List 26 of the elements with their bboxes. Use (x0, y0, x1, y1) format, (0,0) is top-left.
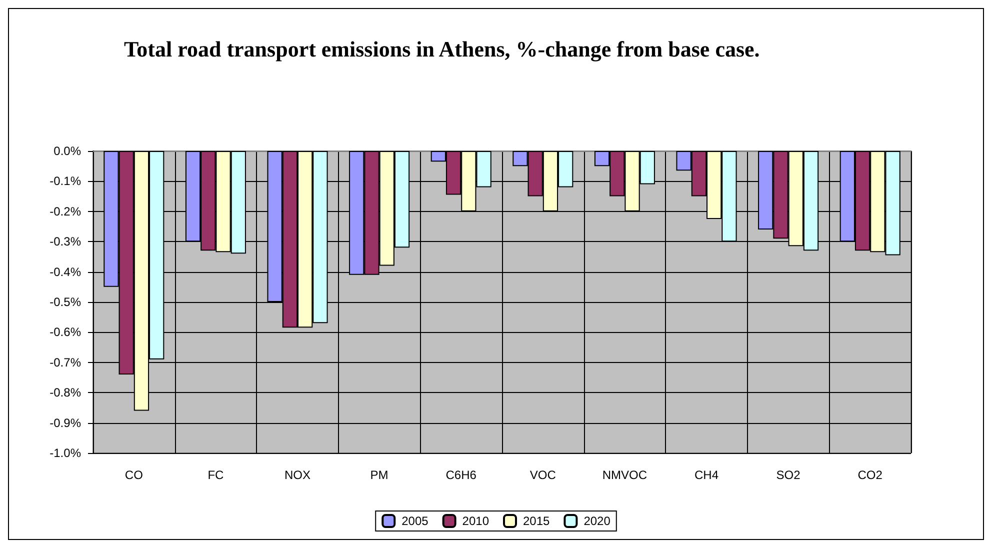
x-tick-label: FC (208, 468, 224, 482)
x-tick-label: NMVOC (602, 468, 648, 482)
chart-title: Total road transport emissions in Athens, %-change from base case. (124, 36, 760, 62)
y-tick-label: 0.0% (54, 144, 82, 158)
x-tick-label: PM (370, 468, 388, 482)
y-tick-label: -0.2% (50, 204, 82, 218)
y-tick-label: -0.1% (50, 174, 82, 188)
x-tick-label: NOX (284, 468, 311, 482)
y-tick-label: -0.3% (50, 234, 82, 249)
y-tick-label: -0.9% (50, 416, 82, 430)
y-tick-label: -0.5% (50, 295, 82, 309)
y-tick-label: -0.7% (50, 355, 82, 370)
x-tick-label: C6H6 (446, 468, 477, 482)
legend-label: 2015 (523, 514, 550, 528)
y-tick-label: -0.6% (50, 325, 82, 340)
x-tick-label: SO2 (776, 468, 801, 482)
y-tick-label: -0.4% (50, 264, 82, 279)
x-tick-label: CO (124, 468, 143, 482)
legend-label: 2005 (402, 514, 429, 528)
x-tick-label: VOC (530, 468, 556, 482)
x-tick-label: CO2 (858, 468, 883, 482)
x-tick-label: CH4 (694, 468, 719, 482)
legend-label: 2020 (584, 514, 611, 528)
y-tick-label: -0.8% (50, 386, 82, 400)
legend-label: 2010 (462, 514, 490, 528)
y-tick-label: -1.0% (50, 446, 82, 460)
